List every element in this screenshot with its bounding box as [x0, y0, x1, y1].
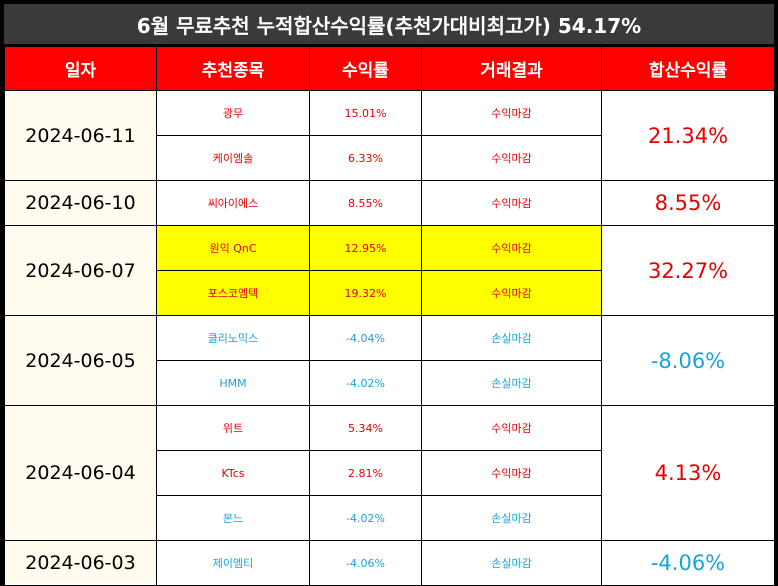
stock-cell: 본느 [156, 495, 310, 541]
return-cell: 19.32% [309, 270, 422, 316]
total-return-cell: 21.34% [601, 90, 775, 181]
stock-cell: 케이엠솔 [156, 135, 310, 181]
table-row: 2024-06-07 원익 QnC 12.95% 수익마감 32.27% [4, 225, 775, 316]
stock-cell: 포스코엠텍 [156, 270, 310, 316]
stock-cell: 씨아이에스 [156, 180, 310, 226]
stock-cell: 광무 [156, 90, 310, 136]
table-body: 2024-06-11 광무 15.01% 수익마감 21.34% 케이엠솔 6.33% 수익마… [4, 90, 775, 586]
date-cell: 2024-06-10 [4, 180, 157, 226]
stock-cell: 제이엠티 [156, 540, 310, 586]
header-date: 일자 [4, 46, 157, 91]
table-row: 2024-06-10 씨아이에스 8.55% 수익마감 8.55% [4, 180, 775, 226]
date-cell: 2024-06-11 [4, 90, 157, 181]
date-cell: 2024-06-04 [4, 405, 157, 541]
stock-cell: 클리노믹스 [156, 315, 310, 361]
total-return-cell: 8.55% [601, 180, 775, 226]
return-cell: 12.95% [309, 225, 422, 271]
table-row: 2024-06-11 광무 15.01% 수익마감 21.34% [4, 90, 775, 181]
result-cell: 손실마감 [421, 315, 602, 361]
result-cell: 수익마감 [421, 135, 602, 181]
header-stock: 추천종목 [156, 46, 310, 91]
header-result: 거래결과 [421, 46, 602, 91]
page-title: 6월 무료추천 누적합산수익률(추천가대비최고가) 54.17% [4, 4, 774, 44]
return-cell: 8.55% [309, 180, 422, 226]
total-return-cell: -8.06% [601, 315, 775, 406]
result-cell: 손실마감 [421, 360, 602, 406]
total-return-cell: 32.27% [601, 225, 775, 316]
table-row: 본느 -4.02% 손실마감 [5, 495, 775, 541]
recommendation-table: 일자 추천종목 수익률 거래결과 합산수익률 2024-06-11 광무 15.01… [4, 46, 775, 586]
header-return: 수익률 [309, 46, 422, 91]
stock-cell: KTcs [156, 450, 310, 496]
result-cell: 수익마감 [421, 225, 602, 271]
table-row: 2024-06-04 위트 5.34% 수익마감 4.13% [4, 405, 775, 541]
date-cell: 2024-06-07 [4, 225, 157, 316]
result-cell: 손실마감 [421, 540, 602, 586]
total-return-cell: 4.13% [601, 405, 775, 541]
header-total: 합산수익률 [601, 46, 775, 91]
table-row: KTcs 2.81% 수익마감 [5, 450, 775, 496]
result-cell: 수익마감 [421, 270, 602, 316]
return-cell: 2.81% [309, 450, 422, 496]
result-cell: 수익마감 [421, 450, 602, 496]
stock-cell: 원익 QnC [156, 225, 310, 271]
return-cell: -4.04% [309, 315, 422, 361]
return-cell: -4.06% [309, 540, 422, 586]
header-row: 일자 추천종목 수익률 거래결과 합산수익률 [4, 46, 775, 91]
return-cell: -4.02% [309, 360, 422, 406]
result-cell: 수익마감 [421, 90, 602, 136]
date-cell: 2024-06-05 [4, 315, 157, 406]
table-row: 케이엠솔 6.33% 수익마감 [5, 135, 775, 181]
result-cell: 수익마감 [421, 405, 602, 451]
stock-cell: HMM [156, 360, 310, 406]
table-row: 포스코엠텍 19.32% 수익마감 [5, 270, 775, 316]
result-cell: 손실마감 [421, 495, 602, 541]
return-cell: 15.01% [309, 90, 422, 136]
return-cell: 6.33% [309, 135, 422, 181]
return-cell: -4.02% [309, 495, 422, 541]
table-row: 2024-06-03 제이엠티 -4.06% 손실마감 -4.06% [4, 540, 775, 586]
date-cell: 2024-06-03 [4, 540, 157, 586]
table-row: 2024-06-05 클리노믹스 -4.04% 손실마감 -8.06% [4, 315, 775, 406]
result-cell: 수익마감 [421, 180, 602, 226]
return-cell: 5.34% [309, 405, 422, 451]
total-return-cell: -4.06% [601, 540, 775, 586]
table-row: HMM -4.02% 손실마감 [5, 360, 775, 406]
stock-cell: 위트 [156, 405, 310, 451]
